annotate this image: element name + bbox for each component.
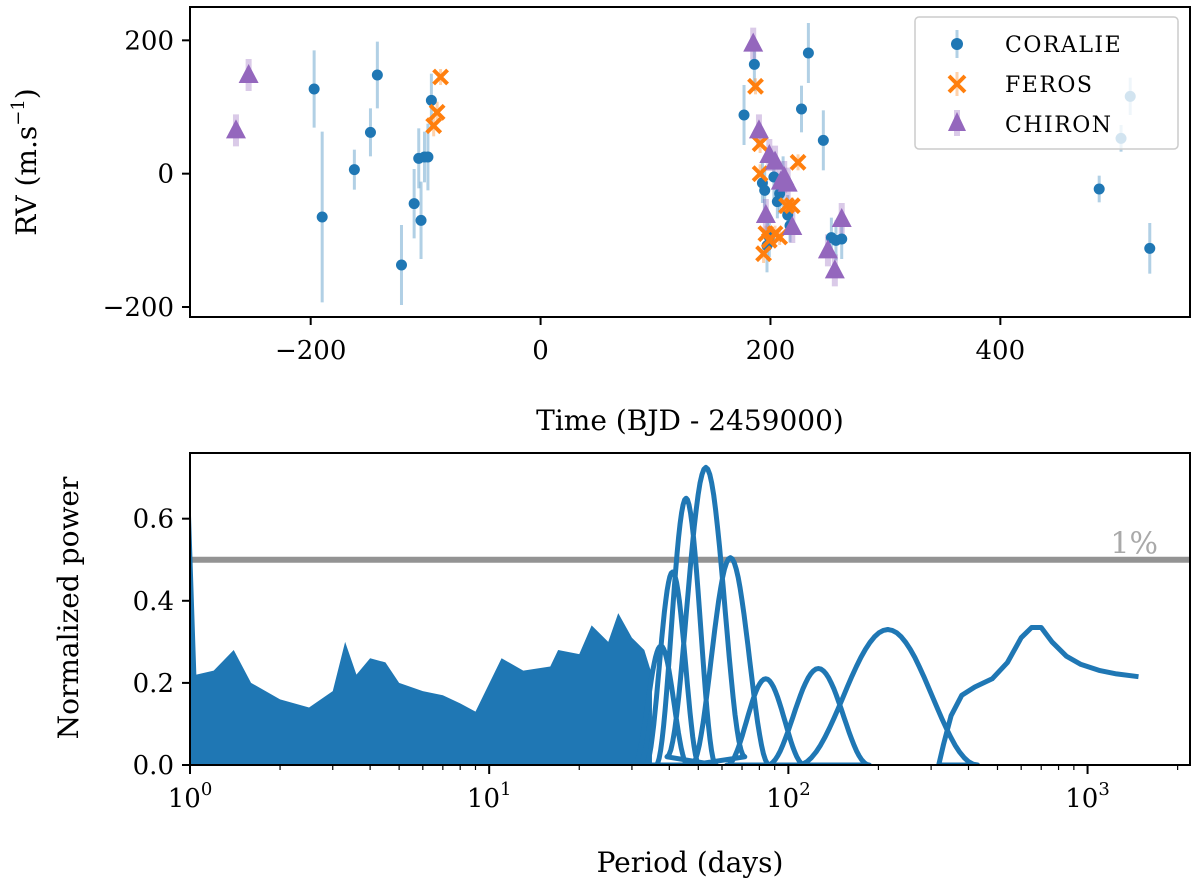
coralie-point (802, 47, 814, 59)
feros-point (755, 245, 772, 263)
feros-point (747, 77, 764, 95)
periodogram-x-tick-label: 102 (766, 779, 811, 814)
rv-x-tick-label: −200 (275, 336, 346, 366)
legend-chiron-label: CHIRON (1005, 113, 1113, 138)
coralie-point (817, 134, 829, 146)
chiron-point (748, 119, 769, 139)
periodogram-x-axis-label: Period (days) (597, 846, 784, 879)
coralie-point (425, 94, 437, 106)
coralie-point (759, 184, 771, 196)
chiron-point (755, 204, 776, 223)
coralie-point (408, 198, 420, 210)
coralie-point (308, 83, 320, 95)
significance-threshold-label: 1% (1110, 527, 1158, 562)
periodogram-x-tick-label: 100 (168, 779, 213, 814)
rv-markers (225, 32, 1156, 279)
rv-y-tick-label: −200 (103, 293, 174, 323)
rv-x-ticks: −200 0 200 400 (275, 317, 1025, 366)
coralie-point (836, 233, 848, 245)
rv-y-axis-label-sup: −1 (8, 99, 29, 126)
chiron-point (817, 239, 838, 259)
periodogram-x-tick-label: 103 (1065, 779, 1110, 814)
feros-point (428, 103, 446, 121)
rv-y-axis-label: RV (m.s−1) (8, 88, 43, 235)
coralie-point (395, 259, 407, 271)
coralie-point (1093, 183, 1105, 195)
rv-y-axis-label-close: ) (10, 88, 43, 99)
chiron-point (225, 119, 246, 139)
periodogram-y-axis-label: Normalized power (52, 476, 85, 739)
periodogram-y-tick-label: 0.4 (133, 587, 174, 617)
feros-point (783, 197, 801, 215)
rv-y-axis-label-main: RV (m.s (10, 126, 43, 236)
rv-y-tick-label: 0 (157, 160, 174, 190)
feros-point (751, 165, 769, 183)
chiron-point (743, 32, 764, 52)
chiron-point (782, 216, 803, 235)
coralie-point (795, 103, 807, 115)
rv-y-tick-label: 200 (124, 26, 174, 56)
rv-x-tick-label: 200 (746, 336, 796, 366)
feros-point (432, 68, 449, 86)
periodogram-x-tick-label: 101 (467, 779, 512, 814)
chiron-point (765, 150, 786, 170)
feros-point (789, 153, 807, 171)
legend-frame (914, 16, 1179, 150)
periodogram-y-ticks: 0.0 0.2 0.4 0.6 (133, 505, 190, 781)
periodogram-panel: 1% 100 101 102 103 0.0 0.2 0.4 0.6 Period (day… (52, 452, 1191, 879)
coralie-point (738, 109, 750, 121)
coralie-point (422, 151, 434, 163)
chiron-point (831, 208, 852, 227)
chiron-point (238, 64, 259, 83)
periodogram-noise-band (190, 485, 652, 765)
rv-plot-frame (189, 6, 1191, 318)
coralie-point (348, 164, 360, 176)
coralie-point (316, 211, 328, 223)
chiron-point (777, 172, 798, 192)
legend-feros-marker (947, 74, 967, 94)
coralie-point (748, 58, 760, 70)
periodogram-x-ticks: 100 101 102 103 (168, 765, 1179, 814)
coralie-point (371, 69, 383, 81)
feros-point (778, 197, 795, 215)
rv-x-tick-label: 400 (976, 336, 1026, 366)
periodogram-y-tick-label: 0.6 (133, 505, 174, 535)
feros-point (425, 117, 443, 135)
coralie-point (415, 214, 427, 226)
rv-y-ticks: −200 0 200 (103, 26, 190, 323)
legend-feros-label: FEROS (1005, 73, 1094, 98)
periodogram-y-tick-label: 0.0 (133, 751, 174, 781)
feros-point (751, 135, 769, 153)
legend-chiron-marker (948, 112, 966, 131)
periodogram-curve (632, 464, 1139, 765)
rv-x-axis-label: Time (BJD - 2459000) (536, 404, 844, 437)
periodogram-y-tick-label: 0.2 (133, 669, 174, 699)
legend-coralie-label: CORALIE (1005, 33, 1122, 58)
periodogram-plot-frame (189, 452, 1191, 766)
coralie-point (1144, 242, 1156, 254)
rv-x-tick-label: 0 (532, 336, 549, 366)
rv-legend: CORALIE FEROS CHIRON (914, 16, 1179, 150)
coralie-point (364, 126, 376, 138)
chiron-point (824, 259, 845, 279)
legend-coralie-marker (951, 38, 963, 50)
rv-panel: −200 0 200 400 −200 0 200 CORALIE FEROS CHIRO… (8, 6, 1191, 437)
